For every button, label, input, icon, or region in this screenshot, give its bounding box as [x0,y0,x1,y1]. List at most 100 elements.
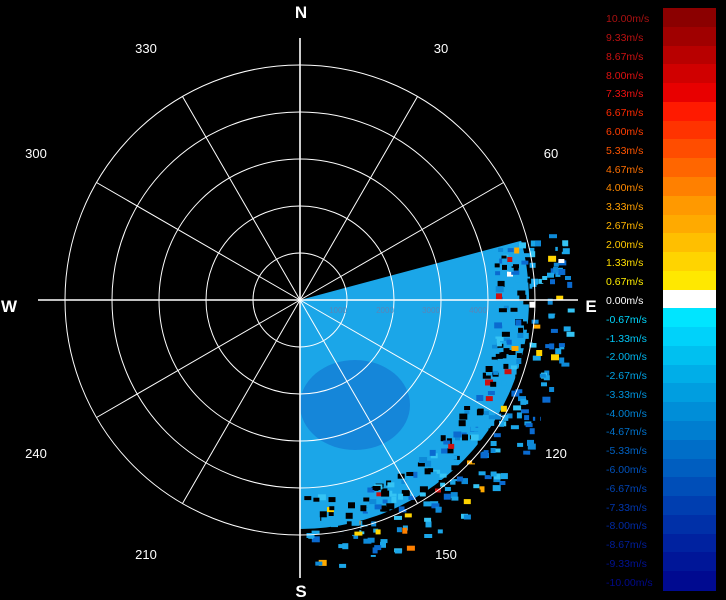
scan-bin [532,286,539,291]
scan-bin [504,369,512,375]
scan-bin [363,538,372,544]
scan-bin [381,517,389,522]
scan-bin [549,234,557,239]
scan-bin [503,305,509,310]
scan-bin [367,487,375,493]
scan-bin [541,382,547,387]
scan-bin [517,290,526,296]
legend-label: 7.33m/s [606,88,644,101]
bearing-label-300: 300 [25,146,47,161]
scan-bin [522,253,531,258]
legend-label: 8.00m/s [606,69,644,82]
scan-bin [419,492,426,497]
scan-bin [529,428,535,435]
scan-bin [492,343,499,349]
legend-swatch [663,64,716,84]
scan-bin [558,259,565,263]
scan-bin [555,348,562,355]
scan-bin [450,492,458,499]
scan-bin [450,479,458,485]
scan-bin [542,396,551,403]
scan-bin [502,414,509,421]
azimuth-spoke-240 [96,299,301,418]
scan-bin [375,529,381,535]
scan-bin [374,504,382,510]
bearing-label-330: 330 [135,41,157,56]
scan-bin [459,413,468,420]
scan-bin [461,478,468,485]
scan-bin [527,278,535,283]
scan-bin [473,400,481,407]
scan-bin [511,266,519,273]
scan-bin [424,468,431,475]
scan-bin [472,489,481,496]
scan-bin [494,263,500,268]
scan-bin [539,373,546,378]
scan-bin [328,511,334,516]
legend-swatch [663,383,716,403]
scan-bin [404,513,412,518]
scan-bin [524,276,530,281]
legend-label: 0.00m/s [606,295,644,307]
legend-label: 8.67m/s [606,50,644,63]
west-label: W [1,297,18,316]
scan-bin [366,507,372,512]
scan-bin [549,343,555,350]
scan-bin [495,286,504,293]
scan-bin [556,295,564,300]
scan-bin [490,471,497,477]
scan-bin [472,458,480,464]
scan-bin [493,473,501,480]
legend-label: 2.67m/s [606,219,644,232]
scan-bin [499,420,504,427]
scan-bin [562,240,569,247]
scan-bin [376,555,384,560]
legend-label: 0.67m/s [606,276,644,289]
scan-bin [402,527,408,534]
scan-bin [386,503,395,510]
scan-bin [551,354,559,361]
scan-bin [448,443,455,449]
scan-bin [464,410,470,415]
scan-bin [563,308,571,312]
scan-bin [510,365,517,370]
scan-bin [542,276,548,280]
scan-bin [516,359,522,364]
scan-bin [380,541,386,548]
scan-bin [544,241,552,248]
legend-label: -8.00m/s [606,520,647,533]
scan-bin [417,462,425,467]
scan-bin [456,476,463,482]
scan-bin [488,428,495,433]
legend-label: -7.33m/s [606,501,647,514]
legend-swatch [663,327,716,347]
scan-bin [430,501,439,506]
legend-swatch [663,139,716,159]
range-label-3000: 3000 [422,306,440,315]
scan-bin [538,278,544,284]
scan-bin [451,465,459,471]
scan-bin [329,506,335,511]
scan-bin [401,479,407,484]
legend-swatch [663,26,716,47]
legend-swatch [663,120,716,140]
east-label: E [585,297,596,316]
scan-bin [315,554,322,560]
scan-bin [369,499,377,505]
scan-bin [495,336,504,343]
azimuth-spoke-210 [182,299,301,504]
scan-bin [516,368,524,375]
scan-bin [438,480,444,485]
scan-bin [354,531,363,536]
scan-bin [439,473,447,478]
scan-bin [479,486,485,493]
legend-swatch [663,252,716,272]
scan-bin [491,338,497,345]
scan-bin [339,535,346,542]
scan-bin [343,532,351,538]
scan-bin [496,342,502,347]
scan-bin [559,232,565,239]
scan-bin [527,439,534,446]
scan-bin [381,490,390,497]
scan-bin [548,313,555,319]
